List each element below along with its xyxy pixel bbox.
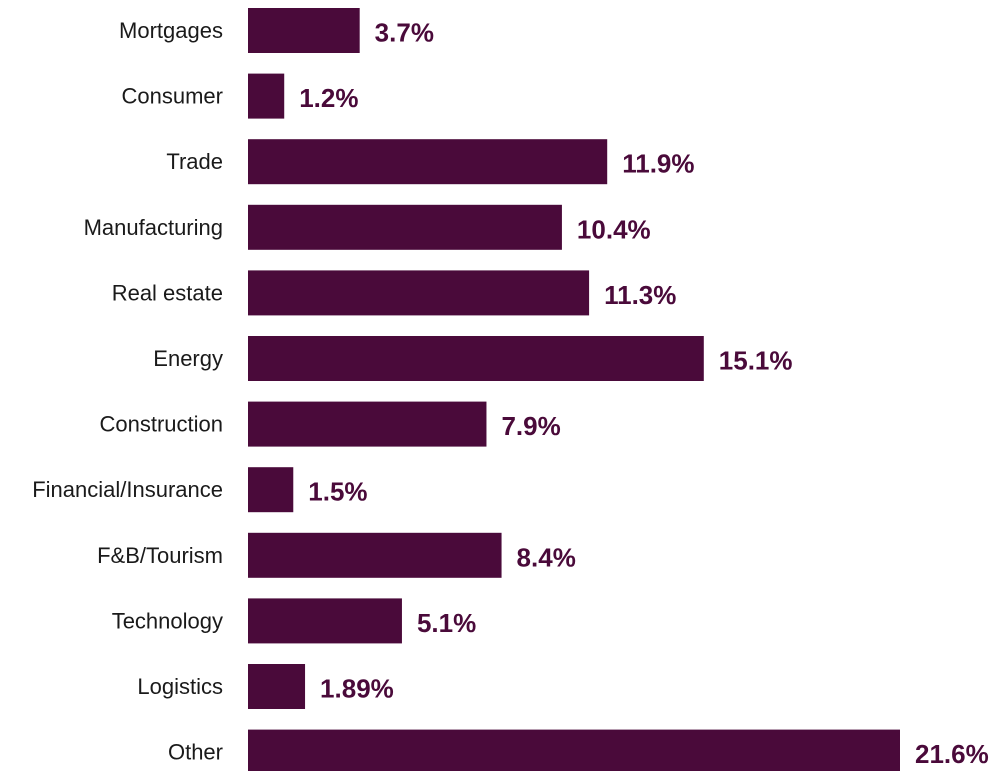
bar-manufacturing <box>248 204 562 250</box>
category-label-consumer: Consumer <box>122 84 223 109</box>
value-label-real-estate: 11.3% <box>604 280 676 310</box>
value-label-energy: 15.1% <box>719 346 793 376</box>
bar-mortgages <box>248 8 360 53</box>
category-label-trade: Trade <box>166 149 223 174</box>
category-label-real-estate: Real estate <box>112 280 223 305</box>
value-label-trade: 11.9% <box>622 149 694 179</box>
bar-construction <box>248 401 487 447</box>
bar-technology <box>248 598 402 644</box>
category-label-energy: Energy <box>153 346 223 371</box>
category-label-technology: Technology <box>112 608 223 633</box>
bar-other <box>248 729 900 771</box>
bar-trade <box>248 139 608 185</box>
value-label-mortgages: 3.7% <box>375 18 434 48</box>
category-labels-group: Mortgages Consumer Trade Manufacturing Real … <box>32 18 223 765</box>
category-label-other: Other <box>168 740 223 765</box>
bars-group <box>248 8 900 771</box>
value-labels-group: 3.7% 1.2% 11.9% 10.4% 11.3% 15.1% 7.9% 1.5% 8.4%… <box>299 18 989 770</box>
value-label-consumer: 1.2% <box>299 83 358 113</box>
value-label-logistics: 1.89% <box>320 674 394 704</box>
value-label-financial-insurance: 1.5% <box>308 477 367 507</box>
value-label-other: 21.6% <box>915 739 989 769</box>
bar-financial-insurance <box>248 467 294 513</box>
bar-consumer <box>248 73 285 119</box>
value-label-construction: 7.9% <box>501 411 560 441</box>
category-label-manufacturing: Manufacturing <box>84 215 223 240</box>
bar-energy <box>248 336 704 381</box>
category-label-mortgages: Mortgages <box>119 18 223 43</box>
value-label-manufacturing: 10.4% <box>577 214 651 244</box>
category-label-construction: Construction <box>99 412 223 437</box>
bar-f-b-tourism <box>248 532 502 578</box>
bar-logistics <box>248 664 306 709</box>
category-label-financial-insurance: Financial/Insurance <box>32 477 223 502</box>
category-label-logistics: Logistics <box>137 674 223 699</box>
category-label-f-b-tourism: F&B/Tourism <box>97 543 223 568</box>
bar-real-estate <box>248 270 590 316</box>
value-label-technology: 5.1% <box>417 608 476 638</box>
value-label-f-b-tourism: 8.4% <box>517 542 576 572</box>
